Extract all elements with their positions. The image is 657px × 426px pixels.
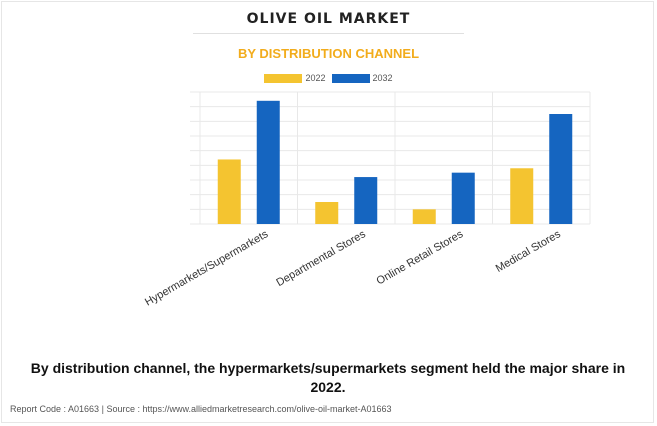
- title-divider: [193, 33, 464, 34]
- legend-item-2022[interactable]: 2022: [264, 73, 326, 83]
- x-tick-label: Hypermarkets/Supermarkets: [143, 228, 271, 309]
- legend-item-2032[interactable]: 2032: [331, 73, 393, 83]
- footer-separator: |: [101, 404, 104, 414]
- source-link[interactable]: Source : https://www.alliedmarketresearc…: [106, 404, 392, 414]
- chart-subtitle: BY DISTRIBUTION CHANNEL: [237, 46, 420, 61]
- bar-2032[interactable]: [354, 177, 378, 224]
- legend-label-2032: 2032: [372, 73, 393, 83]
- bar-2022[interactable]: [315, 202, 339, 224]
- chart-title: OLIVE OIL MARKET: [246, 11, 411, 27]
- bar-2022[interactable]: [510, 168, 534, 224]
- bar-2032[interactable]: [256, 100, 280, 224]
- x-tick-label: Departmental Stores: [274, 228, 368, 289]
- chart-legend: 2022 2032: [0, 73, 657, 83]
- chart-caption: By distribution channel, the hypermarket…: [30, 360, 626, 395]
- bar-2022[interactable]: [412, 209, 436, 224]
- report-footer: Report Code : A01663 | Source : https://…: [10, 404, 392, 414]
- bar-2032[interactable]: [451, 172, 475, 224]
- legend-swatch-2032: [331, 73, 370, 83]
- legend-swatch-2022: [264, 73, 303, 83]
- legend-label-2022: 2022: [305, 73, 326, 83]
- report-code: Report Code : A01663: [10, 404, 100, 414]
- x-tick-label: Medical Stores: [494, 228, 563, 275]
- bar-2022[interactable]: [217, 159, 241, 224]
- bar-chart-plot: Hypermarkets/Supermarkets Departmental St…: [143, 91, 591, 309]
- bar-2032[interactable]: [549, 114, 573, 224]
- x-tick-label: Online Retail Stores: [375, 228, 466, 288]
